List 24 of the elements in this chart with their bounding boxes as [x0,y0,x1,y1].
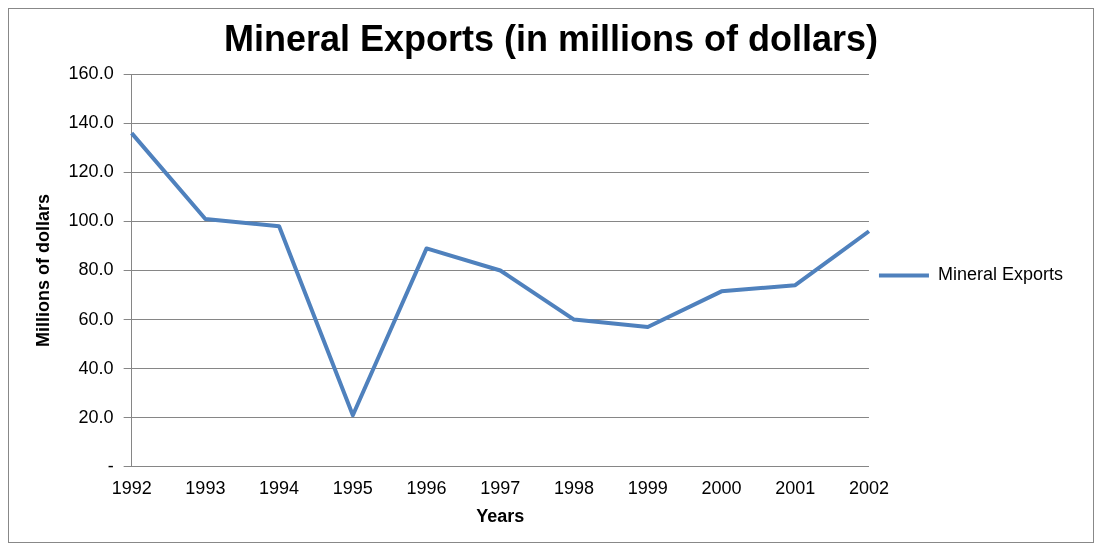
x-axis-title: Years [476,506,525,527]
x-tick-label: 2002 [848,477,889,498]
y-tick-label: 120.0 [68,161,114,182]
y-tick-label: 80.0 [78,259,114,280]
y-tick-label: 60.0 [78,308,114,329]
chart-title: Mineral Exports (in millions of dollars) [223,17,879,59]
x-tick-label: 1997 [480,477,521,498]
y-tick-label: 100.0 [68,210,114,231]
x-tick-label: 1999 [627,477,668,498]
x-tick-label: 1993 [185,477,226,498]
x-tick-label: 1996 [406,477,447,498]
x-tick-label: 2001 [775,477,816,498]
y-tick-label: 40.0 [78,357,114,378]
x-tick-label: 1992 [111,477,152,498]
y-tick-label: 20.0 [78,406,114,427]
x-tick-label: 1994 [259,477,300,498]
y-tick-label: - [107,455,114,476]
legend-label: Mineral Exports [937,264,1063,285]
y-tick-label: 140.0 [68,112,114,133]
y-axis-title: Millions of dollars [32,193,53,348]
x-tick-label: 1995 [332,477,373,498]
x-tick-label: 1998 [554,477,595,498]
y-tick-label: 160.0 [68,63,114,84]
x-tick-label: 2000 [701,477,742,498]
